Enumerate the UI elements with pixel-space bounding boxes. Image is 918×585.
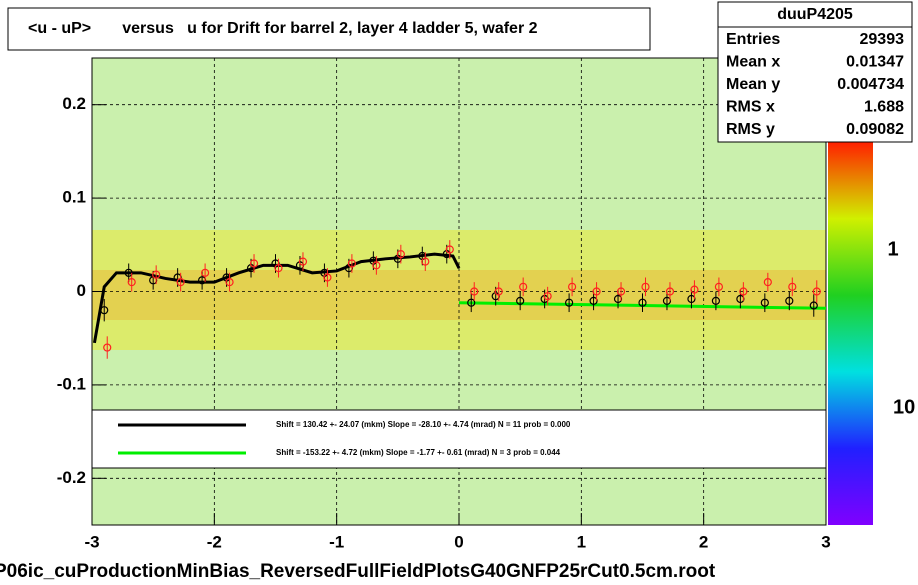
x-tick-label: 0 xyxy=(454,532,463,551)
profile-point xyxy=(739,287,748,296)
stats-label: RMS y xyxy=(726,121,775,138)
profile-point xyxy=(494,287,503,296)
profile-point xyxy=(785,296,794,305)
color-bar xyxy=(828,142,873,525)
x-tick-label: -1 xyxy=(329,532,344,551)
y-tick-label: -0.2 xyxy=(57,468,86,487)
profile-point xyxy=(152,270,161,279)
profile-point xyxy=(396,250,405,259)
stats-label: Mean x xyxy=(726,54,780,71)
profile-point xyxy=(714,282,724,291)
profile-point xyxy=(543,292,552,301)
profile-point xyxy=(592,287,601,296)
profile-point xyxy=(467,298,476,307)
y-tick-label: 0.1 xyxy=(62,188,86,207)
profile-point xyxy=(564,298,574,307)
profile-point xyxy=(372,261,381,270)
profile-point xyxy=(519,282,528,291)
profile-point xyxy=(788,282,797,291)
stats-title: duuP4205 xyxy=(777,6,853,23)
title-box xyxy=(7,7,651,51)
y-tick-label: -0.1 xyxy=(57,374,86,393)
profile-point xyxy=(763,278,772,287)
legend-label: Shift = 130.42 +- 24.07 (mkm) Slope = -2… xyxy=(276,420,571,429)
chart-title: <u - uP> versus u for Drift for barrel 2… xyxy=(28,20,538,37)
profile-point xyxy=(176,278,185,287)
profile-point xyxy=(445,245,454,254)
profile-point xyxy=(470,287,479,296)
stats-label: RMS x xyxy=(726,99,775,116)
footer-filename: P06ic_cuProductionMinBias_ReversedFullFi… xyxy=(0,561,716,582)
profile-point xyxy=(323,273,332,282)
stats-label: Entries xyxy=(726,31,780,48)
stats-value: 0.09082 xyxy=(846,121,904,138)
y-tick-label: 0 xyxy=(77,281,86,300)
x-tick-label: 3 xyxy=(821,532,830,551)
stats-value: 0.01347 xyxy=(846,54,904,71)
y-tick-label: 0.2 xyxy=(62,94,86,113)
x-tick-label: 1 xyxy=(577,532,586,551)
profile-point xyxy=(812,287,821,296)
stats-value: 0.004734 xyxy=(837,76,904,93)
profile-point xyxy=(421,257,430,266)
profile-point xyxy=(690,285,699,294)
profile-point xyxy=(567,282,577,291)
stats-value: 29393 xyxy=(860,31,905,48)
profile-point xyxy=(616,287,626,296)
profile-point xyxy=(809,301,818,310)
x-tick-label: -2 xyxy=(207,532,222,551)
profile-point xyxy=(760,298,769,307)
profile-point xyxy=(103,343,112,352)
profile-point xyxy=(638,298,647,307)
profile-point xyxy=(641,282,650,291)
profile-point xyxy=(274,264,283,273)
profile-point xyxy=(711,296,721,305)
profile-point xyxy=(225,278,234,287)
profile-point xyxy=(100,306,109,315)
stats-value: 1.688 xyxy=(864,99,904,116)
profile-point xyxy=(516,296,525,305)
x-tick-label: 2 xyxy=(699,532,708,551)
stats-box xyxy=(717,1,913,143)
colorbar-label: 1 xyxy=(887,238,898,260)
fit-legend-box xyxy=(91,409,827,469)
x-tick-label: -3 xyxy=(84,532,99,551)
profile-point xyxy=(298,257,308,266)
profile-point xyxy=(201,268,210,277)
profile-point xyxy=(347,259,356,268)
stats-label: Mean y xyxy=(726,76,780,93)
profile-point xyxy=(249,259,259,268)
profile-point xyxy=(127,278,136,287)
legend-label: Shift = -153.22 +- 4.72 (mkm) Slope = -1… xyxy=(276,448,561,457)
colorbar-label: 10 xyxy=(893,396,915,418)
profile-point xyxy=(665,287,675,296)
